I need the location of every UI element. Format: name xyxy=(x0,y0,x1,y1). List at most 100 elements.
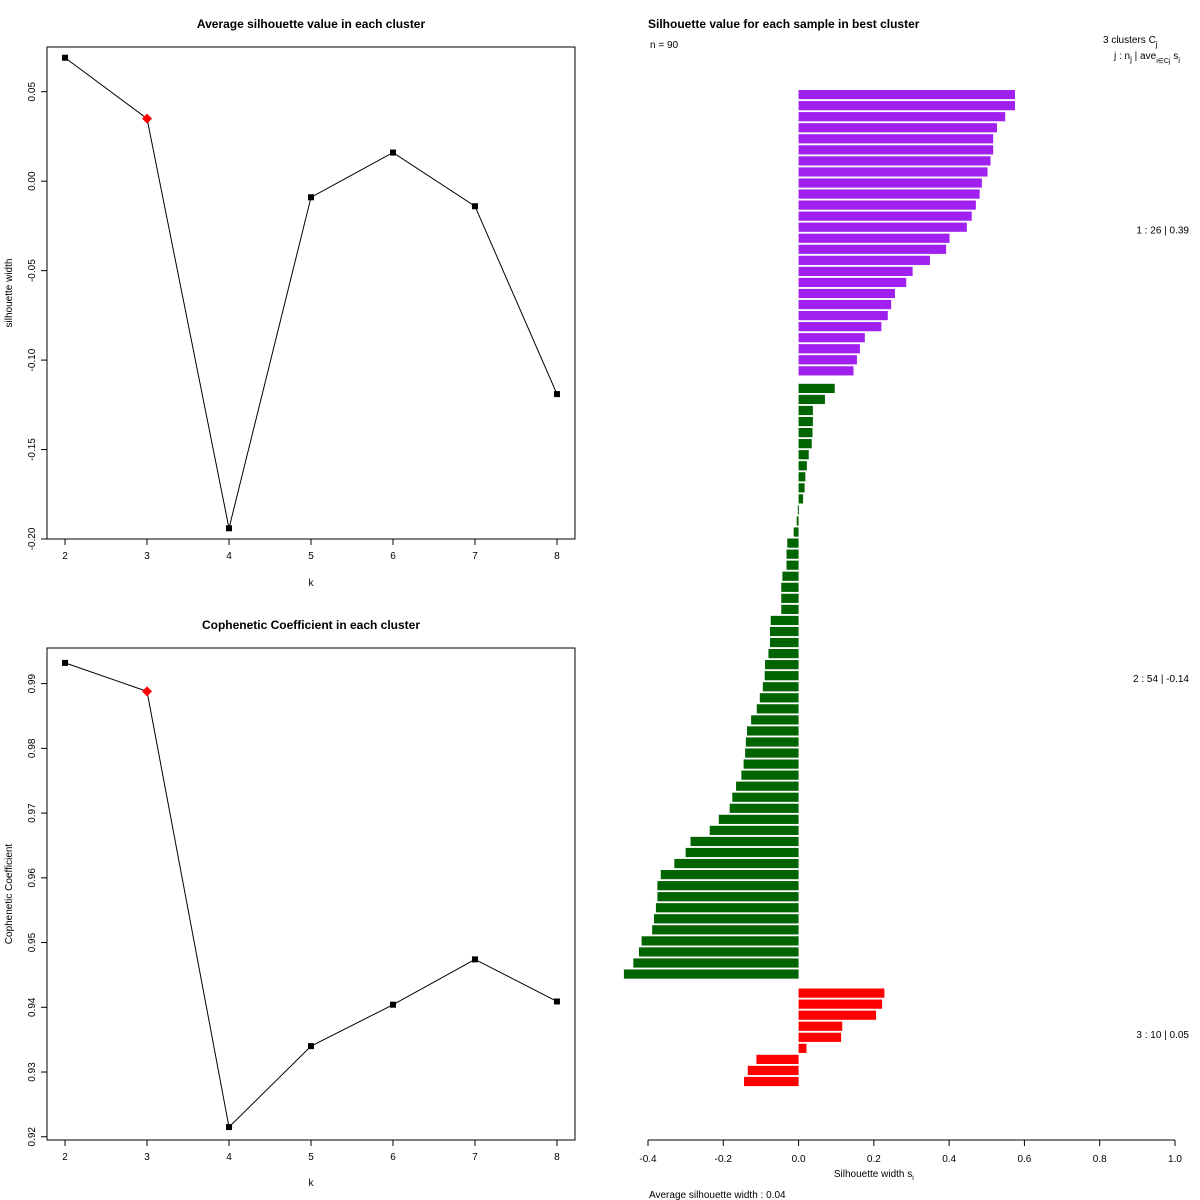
y-tick-label: 0.96 xyxy=(27,868,38,888)
plot-frame xyxy=(46,46,576,540)
silhouette-bar xyxy=(798,439,812,449)
silhouette-bar xyxy=(781,582,799,592)
silhouette-bar xyxy=(798,266,913,276)
x-tick-label: 4 xyxy=(226,1152,232,1163)
x-axis-label: k xyxy=(309,578,315,589)
silhouette-bar xyxy=(798,123,997,133)
silhouette-bar xyxy=(798,999,883,1009)
silhouette-bar xyxy=(743,1076,799,1087)
silhouette-bar xyxy=(786,560,799,570)
y-tick-label: 0.92 xyxy=(27,1127,38,1147)
silhouette-bar xyxy=(762,682,799,692)
y-axis-label: Cophenetic Coefficient xyxy=(4,844,15,945)
chart-title: Average silhouette value in each cluster xyxy=(197,17,426,31)
data-point xyxy=(308,194,314,201)
silhouette-bars-panel: Silhouette value for each sample in best… xyxy=(623,17,1189,1200)
silhouette-bar xyxy=(782,571,799,581)
silhouette-bar xyxy=(798,145,994,155)
cluster-label: 2 : 54 | -0.14 xyxy=(1133,674,1189,685)
silhouette-bar xyxy=(685,847,799,858)
x-tick-label: 3 xyxy=(144,551,150,562)
data-point xyxy=(471,956,478,963)
y-tick-label: 0.95 xyxy=(27,932,38,952)
silhouette-bar xyxy=(655,903,799,913)
silhouette-bar xyxy=(743,759,799,769)
y-tick-label: -0.15 xyxy=(27,438,38,461)
x-tick-label: -0.4 xyxy=(639,1154,657,1165)
x-tick-label: -0.2 xyxy=(715,1154,733,1165)
silhouette-bar xyxy=(756,704,799,714)
silhouette-bar xyxy=(798,383,835,393)
silhouette-bar xyxy=(798,333,865,343)
silhouette-bar xyxy=(798,277,907,288)
silhouette-bar xyxy=(798,394,825,405)
silhouette-bar xyxy=(769,626,799,637)
x-tick-label: 8 xyxy=(554,551,560,562)
legend-header-stats: j : nj | avei∈Cj si xyxy=(1113,51,1180,65)
best-k-point xyxy=(142,686,153,697)
chart-title: Silhouette value for each sample in best… xyxy=(648,17,920,31)
silhouette-bar xyxy=(798,288,895,299)
x-tick-label: 4 xyxy=(226,551,232,562)
y-tick-label: -0.05 xyxy=(27,259,38,282)
silhouette-bar xyxy=(736,781,799,791)
x-tick-label: 0.4 xyxy=(942,1154,956,1165)
silhouette-bar xyxy=(798,244,947,254)
silhouette-bar xyxy=(690,836,799,847)
silhouette-bar xyxy=(652,925,799,935)
silhouette-bar xyxy=(798,494,804,504)
silhouette-bar xyxy=(709,825,799,835)
silhouette-bar xyxy=(756,1054,799,1064)
silhouette-bar xyxy=(798,1043,807,1053)
data-point xyxy=(62,659,69,666)
x-tick-label: 5 xyxy=(308,551,314,562)
data-point xyxy=(553,391,560,398)
plot-frame xyxy=(46,647,576,1141)
silhouette-bar xyxy=(638,947,799,957)
silhouette-bar xyxy=(732,792,799,802)
x-tick-label: 8 xyxy=(554,1152,560,1163)
silhouette-bar xyxy=(798,299,892,310)
silhouette-bar xyxy=(674,858,799,869)
y-tick-label: 0.93 xyxy=(27,1062,38,1082)
y-tick-label: 0.99 xyxy=(27,673,38,693)
silhouette-bar xyxy=(798,101,1016,111)
silhouette-bar xyxy=(660,870,799,880)
silhouette-bar xyxy=(798,167,988,177)
x-tick-label: 0.6 xyxy=(1017,1154,1031,1165)
silhouette-bar xyxy=(786,549,799,559)
silhouette-bar xyxy=(781,604,799,614)
cophenetic-panel: Cophenetic Coefficient in each cluster 2 3… xyxy=(4,618,576,1189)
data-point xyxy=(389,149,396,156)
y-tick-label: 0.05 xyxy=(27,82,38,102)
silhouette-bar xyxy=(798,255,930,265)
silhouette-bar xyxy=(798,428,813,438)
silhouette-bar xyxy=(798,156,991,166)
silhouette-bar xyxy=(798,355,857,365)
silhouette-bar xyxy=(798,211,972,221)
silhouette-bar xyxy=(633,958,799,968)
chart-title: Cophenetic Coefficient in each cluster xyxy=(202,618,420,632)
silhouette-bar xyxy=(745,737,799,747)
silhouette-bar xyxy=(751,715,799,725)
silhouette-bar xyxy=(798,322,882,332)
data-point xyxy=(553,998,560,1005)
silhouette-bar xyxy=(623,969,799,979)
sample-count: n = 90 xyxy=(650,40,679,51)
silhouette-bar xyxy=(747,726,799,736)
silhouette-bar xyxy=(798,416,813,427)
silhouette-bar xyxy=(747,1065,799,1076)
silhouette-bar xyxy=(745,748,799,758)
silhouette-bar xyxy=(798,450,809,460)
silhouette-bar xyxy=(798,222,967,232)
x-tick-label: 7 xyxy=(472,551,478,562)
silhouette-bar xyxy=(765,660,799,670)
y-tick-label: -0.20 xyxy=(27,527,38,550)
x-tick-label: 0.0 xyxy=(792,1154,806,1165)
silhouette-bar xyxy=(796,516,799,526)
silhouette-bar xyxy=(759,693,799,703)
silhouette-bar xyxy=(657,881,799,891)
silhouette-bar xyxy=(764,671,799,681)
x-tick-label: 2 xyxy=(62,1152,68,1163)
silhouette-bar xyxy=(769,637,799,648)
